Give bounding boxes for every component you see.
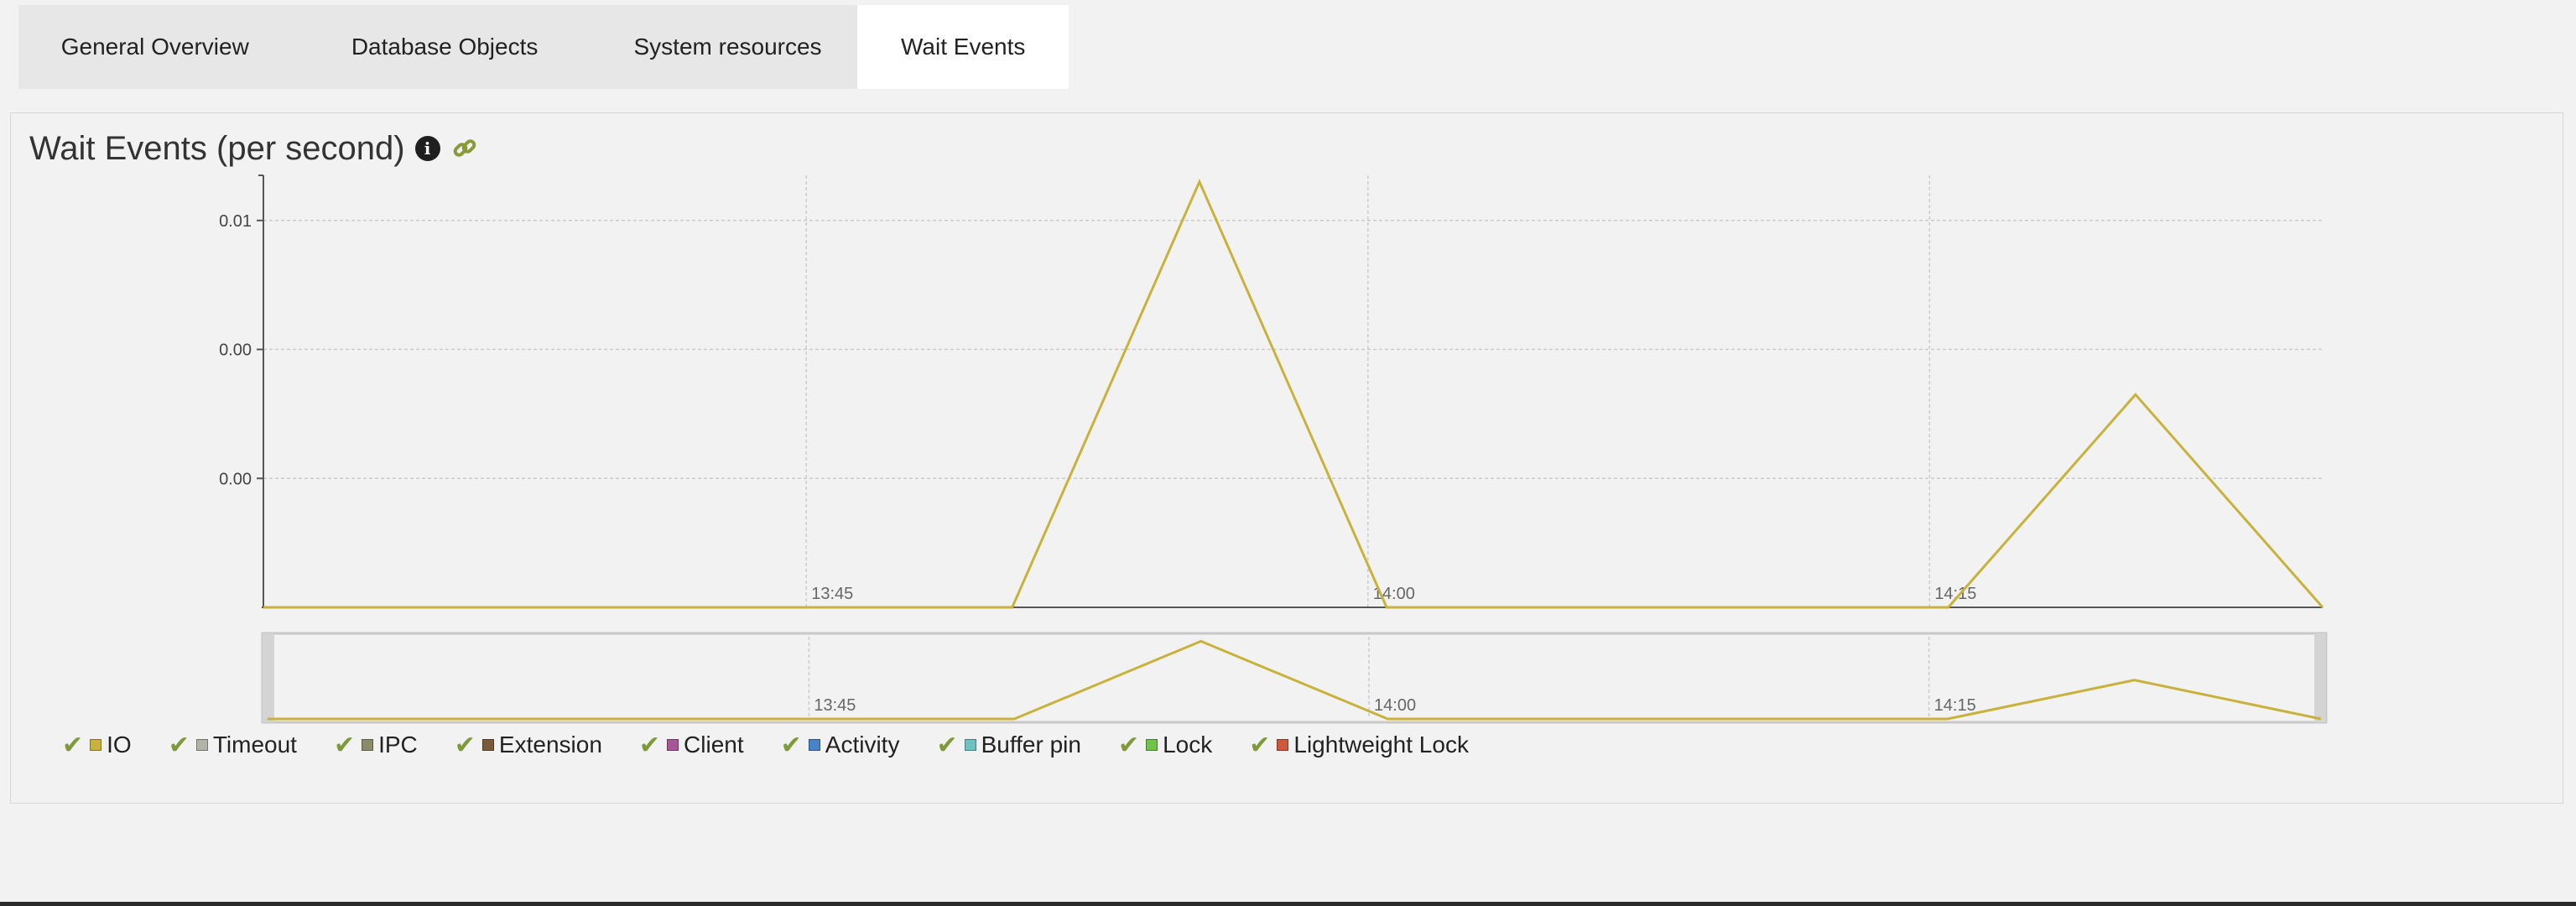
- legend-item-lock[interactable]: ✔ Lock: [1118, 731, 1212, 760]
- legend-label: Lightweight Lock: [1293, 732, 1469, 758]
- checkmark-icon: ✔: [936, 730, 958, 760]
- legend-swatch: [362, 739, 374, 751]
- legend-swatch: [964, 739, 976, 751]
- legend-swatch: [481, 739, 494, 751]
- link-icon[interactable]: [450, 134, 479, 163]
- legend-item-lightweight-lock[interactable]: ✔ Lightweight Lock: [1249, 731, 1469, 760]
- range-navigator[interactable]: 13:45 14:00 14:15: [261, 632, 2328, 724]
- y-tick-label: 0.00: [219, 341, 252, 360]
- navigator-series-line: [268, 639, 2322, 721]
- series-line-io: [263, 178, 2324, 609]
- y-axis-ticks: 0.01 0.00 0.00: [219, 174, 263, 488]
- legend-item-timeout[interactable]: ✔ Timeout: [169, 731, 297, 760]
- checkmark-icon: ✔: [62, 730, 84, 760]
- chart-grid: [263, 175, 2323, 607]
- legend-label: Activity: [825, 732, 900, 758]
- legend-item-activity[interactable]: ✔ Activity: [781, 731, 900, 760]
- x-tick-label: 14:15: [1934, 585, 1976, 603]
- legend: ✔ IO ✔ Timeout ✔ IPC ✔ Extension ✔ Client ✔ Activit…: [62, 728, 1506, 762]
- navigator-series: [268, 639, 2322, 721]
- legend-label: Client: [684, 732, 744, 758]
- legend-swatch: [195, 739, 208, 751]
- legend-item-io[interactable]: ✔ IO: [62, 731, 132, 760]
- legend-item-buffer-pin[interactable]: ✔ Buffer pin: [936, 731, 1080, 760]
- navigator-x-tick-label: 13:45: [814, 696, 856, 715]
- legend-label: Lock: [1163, 732, 1213, 758]
- legend-label: Buffer pin: [981, 732, 1081, 758]
- legend-item-client[interactable]: ✔ Client: [639, 731, 744, 760]
- tab-wait-events[interactable]: Wait Events: [857, 5, 1069, 89]
- legend-swatch: [1277, 739, 1289, 751]
- checkmark-icon: ✔: [168, 730, 190, 760]
- wait-events-chart: 0.010.000.00 13:45 14:00 14:15 13:45 14:00 1…: [219, 174, 2328, 724]
- panel-header: Wait Events (per second) i: [29, 123, 479, 174]
- panel-title: Wait Events (per second): [29, 129, 405, 167]
- legend-item-extension[interactable]: ✔ Extension: [455, 731, 602, 760]
- y-tick-label: 0.00: [219, 470, 252, 488]
- x-axis-ticks: 13:45 14:00 14:15: [811, 585, 1976, 603]
- y-tick-label: 0.01: [219, 212, 252, 231]
- checkmark-icon: ✔: [1117, 730, 1140, 760]
- wait-events-panel: Wait Events (per second) i 0.01 0.00 0.00 …: [10, 112, 2563, 804]
- checkmark-icon: ✔: [780, 730, 802, 760]
- legend-label: IPC: [378, 732, 418, 758]
- legend-label: IO: [107, 732, 132, 758]
- navigator-x-tick-label: 14:00: [1374, 696, 1416, 715]
- legend-label: Extension: [498, 732, 602, 758]
- checkmark-icon: ✔: [1249, 730, 1271, 760]
- legend-swatch: [1146, 739, 1158, 751]
- checkmark-icon: ✔: [454, 730, 476, 760]
- checkmark-icon: ✔: [333, 730, 356, 760]
- navigator-handle-left[interactable]: [263, 633, 274, 722]
- tab-general-overview[interactable]: General Overview: [60, 34, 249, 60]
- legend-label: Timeout: [212, 732, 297, 758]
- legend-swatch: [667, 739, 679, 751]
- checkmark-icon: ✔: [638, 730, 661, 760]
- navigator-x-ticks: 13:45 14:00 14:15: [814, 696, 1975, 715]
- navigator-handle-right[interactable]: [2314, 633, 2326, 722]
- tab-bar: General Overview Database Objects System…: [18, 5, 1069, 89]
- tab-database-objects[interactable]: Database Objects: [351, 34, 539, 60]
- legend-item-ipc[interactable]: ✔ IPC: [334, 731, 418, 760]
- tab-system-resources[interactable]: System resources: [633, 34, 822, 60]
- legend-swatch: [808, 739, 820, 751]
- navigator-grid: [808, 637, 1930, 719]
- series-group: [263, 178, 2324, 609]
- legend-swatch: [90, 739, 102, 751]
- navigator-x-tick-label: 14:15: [1934, 696, 1976, 715]
- info-icon[interactable]: i: [414, 136, 440, 161]
- x-tick-label: 13:45: [811, 585, 853, 603]
- navigator-background[interactable]: [261, 632, 2328, 724]
